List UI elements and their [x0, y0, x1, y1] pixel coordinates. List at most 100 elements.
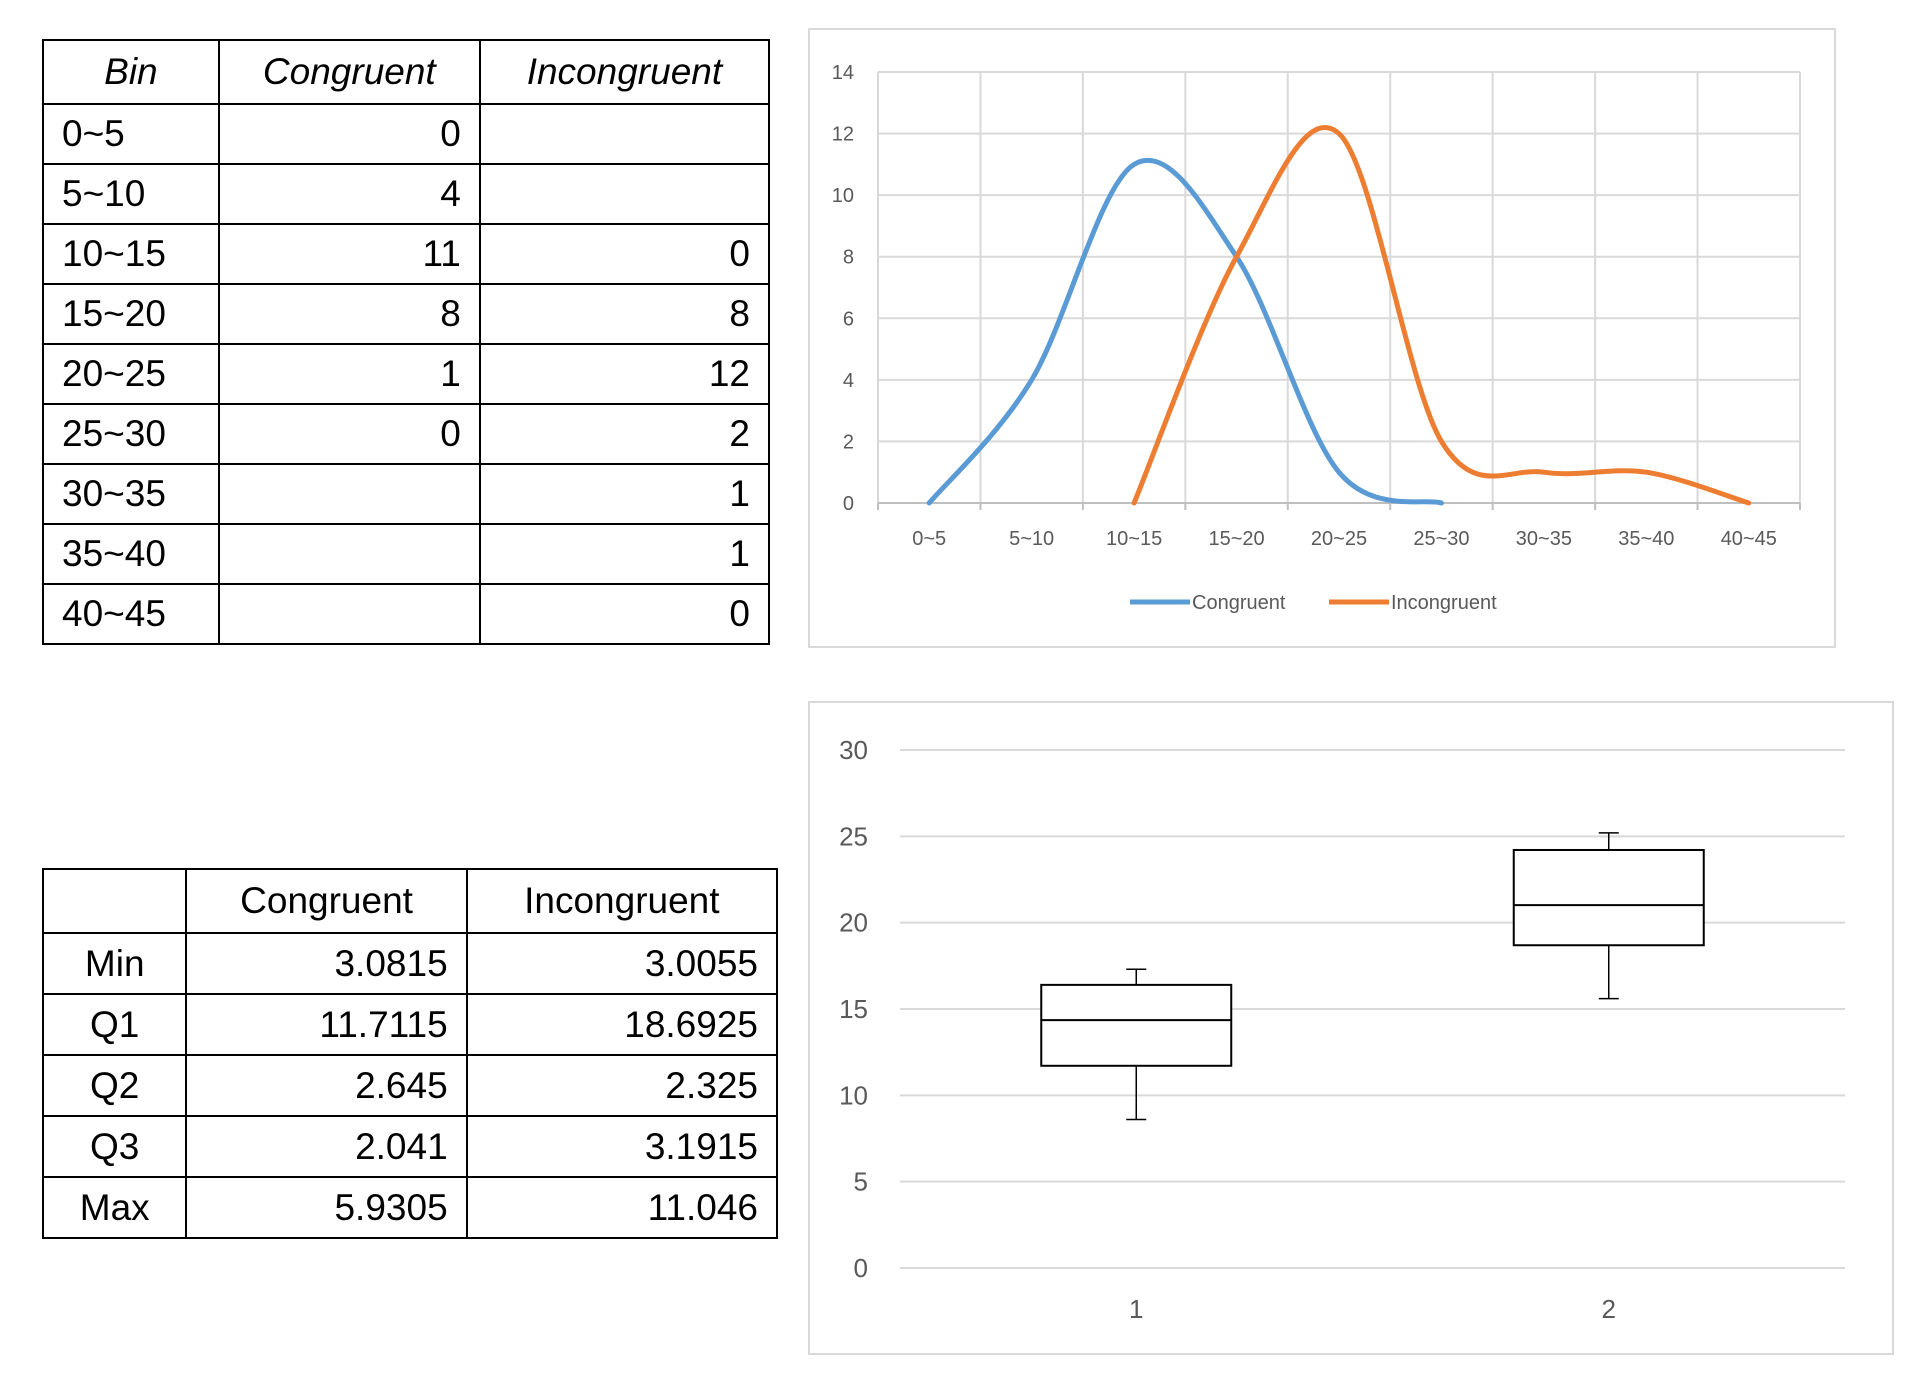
congruent-cell	[217, 583, 481, 645]
incongruent-cell	[478, 103, 771, 165]
y-tick-label: 10	[832, 185, 854, 207]
congruent-cell: 4	[217, 163, 481, 225]
y-tick-label: 10	[839, 1080, 868, 1110]
x-tick-label: 0~5	[912, 528, 946, 550]
congruent-cell: 0	[217, 403, 481, 465]
x-tick-label: 1	[1129, 1294, 1143, 1324]
y-tick-label: 6	[843, 308, 854, 330]
incongruent-series-line	[1131, 124, 1752, 506]
x-tick-label: 10~15	[1106, 528, 1162, 550]
iqr-box	[1040, 983, 1233, 1067]
y-tick-label: 25	[839, 821, 868, 851]
incongruent-cell: 2.325	[465, 1054, 779, 1117]
incongruent-cell: 3.1915	[465, 1115, 779, 1178]
bin-cell: 35~40	[42, 523, 220, 585]
y-tick-label: 4	[843, 370, 854, 392]
congruent-cell: 5.9305	[185, 1176, 468, 1239]
table-row: 40~45 0	[42, 583, 771, 645]
table-row: Max 5.9305 11.046	[41, 1176, 779, 1239]
iqr-box	[1512, 848, 1705, 947]
column-header: Bin	[42, 39, 220, 105]
bin-frequency-table: Bin Congruent Incongruent 0~5 0 5~10 4 10~…	[42, 39, 771, 645]
column-header: Incongruent	[465, 868, 779, 934]
box-plot-chart: 0 5 10 15 20 25 30 1 2	[808, 701, 1894, 1355]
congruent-cell: 0	[217, 103, 481, 165]
congruent-cell: 2.041	[185, 1115, 468, 1178]
column-header: Congruent	[217, 39, 481, 105]
congruent-series-line	[926, 157, 1444, 506]
incongruent-cell: 3.0055	[465, 932, 779, 995]
summary-stats-table: Congruent Incongruent Min 3.0815 3.0055 Q1…	[41, 868, 779, 1239]
bin-cell: 40~45	[42, 583, 220, 645]
incongruent-cell: 18.6925	[465, 993, 779, 1056]
incongruent-cell: 0	[478, 583, 771, 645]
bin-cell: 10~15	[42, 223, 220, 285]
stat-label-cell: Max	[41, 1176, 188, 1239]
congruent-cell: 3.0815	[185, 932, 468, 995]
incongruent-cell: 0	[478, 223, 771, 285]
bin-cell: 15~20	[42, 283, 220, 345]
table-row: Q2 2.645 2.325	[41, 1054, 779, 1117]
y-tick-label: 30	[839, 735, 868, 765]
incongruent-cell: 12	[478, 343, 771, 405]
x-tick-label: 25~30	[1413, 528, 1469, 550]
y-tick-label: 12	[832, 124, 854, 146]
incongruent-cell: 1	[478, 523, 771, 585]
congruent-cell: 11	[217, 223, 481, 285]
table-row: Min 3.0815 3.0055	[41, 932, 779, 995]
legend-label: Congruent	[1192, 592, 1286, 614]
table-row: 35~40 1	[42, 523, 771, 585]
bin-cell: 25~30	[42, 403, 220, 465]
column-header: Congruent	[185, 868, 468, 934]
congruent-cell: 8	[217, 283, 481, 345]
table-header-row: Congruent Incongruent	[41, 868, 779, 934]
congruent-cell	[217, 463, 481, 525]
stat-label-cell: Q2	[41, 1054, 188, 1117]
distribution-line-chart: 0 2 4 6 8 10 12 14 0~5 5~10 10~15 15~20 20~25 25~30 30…	[808, 28, 1836, 648]
x-tick-label: 15~20	[1208, 528, 1264, 550]
y-tick-label: 8	[843, 247, 854, 269]
y-tick-label: 20	[839, 908, 868, 938]
incongruent-cell: 1	[478, 463, 771, 525]
stat-label-cell: Min	[41, 932, 188, 995]
y-tick-label: 2	[843, 431, 854, 453]
y-tick-label: 0	[843, 493, 854, 515]
incongruent-cell	[478, 163, 771, 225]
x-tick-label: 40~45	[1721, 528, 1777, 550]
y-tick-label: 14	[832, 62, 854, 84]
bin-cell: 30~35	[42, 463, 220, 525]
bin-cell: 20~25	[42, 343, 220, 405]
y-tick-label: 15	[839, 994, 868, 1024]
bin-cell: 0~5	[42, 103, 220, 165]
y-tick-label: 0	[854, 1253, 868, 1283]
table-row: 15~20 8 8	[42, 283, 771, 345]
line-chart-canvas: 0 2 4 6 8 10 12 14 0~5 5~10 10~15 15~20 20~25 25~30 30…	[832, 62, 1801, 614]
table-row: 20~25 1 12	[42, 343, 771, 405]
x-tick-label: 20~25	[1311, 528, 1367, 550]
stat-label-cell: Q1	[41, 993, 188, 1056]
table-header-row: Bin Congruent Incongruent	[42, 39, 771, 105]
incongruent-cell: 2	[478, 403, 771, 465]
x-tick-label: 2	[1602, 1294, 1616, 1324]
box-plot-canvas: 0 5 10 15 20 25 30 1 2	[839, 735, 1845, 1324]
congruent-cell: 1	[217, 343, 481, 405]
table-row: 25~30 0 2	[42, 403, 771, 465]
table-row: Q1 11.7115 18.6925	[41, 993, 779, 1056]
table-row: 30~35 1	[42, 463, 771, 525]
x-tick-label: 30~35	[1516, 528, 1572, 550]
table-row: 10~15 11 0	[42, 223, 771, 285]
legend-label: Incongruent	[1391, 592, 1497, 614]
column-header: Incongruent	[478, 39, 771, 105]
y-tick-label: 5	[854, 1167, 868, 1197]
congruent-cell: 11.7115	[185, 993, 468, 1056]
x-tick-label: 35~40	[1618, 528, 1674, 550]
table-row: Q3 2.041 3.1915	[41, 1115, 779, 1178]
congruent-cell	[217, 523, 481, 585]
x-tick-label: 5~10	[1009, 528, 1054, 550]
bin-cell: 5~10	[42, 163, 220, 225]
table-row: 0~5 0	[42, 103, 771, 165]
incongruent-cell: 11.046	[465, 1176, 779, 1239]
table-row: 5~10 4	[42, 163, 771, 225]
incongruent-cell: 8	[478, 283, 771, 345]
congruent-cell: 2.645	[185, 1054, 468, 1117]
